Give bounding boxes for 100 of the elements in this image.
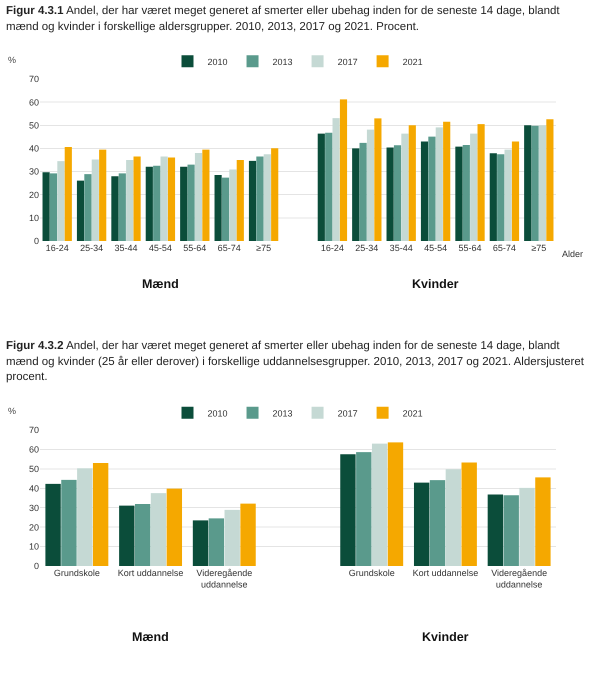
bar xyxy=(64,147,72,242)
y-tick-label: 60 xyxy=(28,97,39,108)
legend-label: 2021 xyxy=(402,408,423,418)
bar xyxy=(436,127,443,242)
x-tick-label: 35-44 xyxy=(114,243,138,254)
legend-label: 2021 xyxy=(402,56,423,67)
y-tick-label: 30 xyxy=(28,502,39,512)
bar xyxy=(497,154,504,242)
bar xyxy=(394,145,402,242)
y-tick-label: 70 xyxy=(28,424,39,435)
bar xyxy=(99,150,106,242)
bar xyxy=(188,164,195,242)
x-tick-label: Kort uddannelse xyxy=(118,568,184,578)
bar xyxy=(462,462,477,566)
bar xyxy=(166,488,182,566)
bar xyxy=(194,153,202,242)
text: Kvinder xyxy=(412,277,459,292)
bar xyxy=(512,142,520,242)
y-tick-label: 0 xyxy=(34,236,39,246)
bar xyxy=(84,174,92,242)
legend-label: 2010 xyxy=(208,408,228,418)
y-axis-title: % xyxy=(8,406,16,416)
bar xyxy=(256,156,264,242)
y-tick-label: 60 xyxy=(28,444,39,454)
bar xyxy=(401,134,408,242)
bar xyxy=(240,503,256,566)
bar xyxy=(446,468,462,566)
y-tick-label: 40 xyxy=(28,483,39,494)
x-tick-label: Videregående uddannelse xyxy=(491,568,548,590)
x-tick-label: 65-74 xyxy=(492,243,516,254)
bar xyxy=(92,160,99,242)
bar xyxy=(77,468,92,566)
bar xyxy=(504,494,519,566)
bar xyxy=(214,175,222,242)
bar xyxy=(248,160,256,242)
bar xyxy=(504,150,512,242)
bar xyxy=(356,452,372,566)
y-tick-label: 40 xyxy=(28,144,39,154)
x-axis-title: Alder xyxy=(562,249,584,260)
bar xyxy=(535,476,551,566)
bar xyxy=(50,173,58,242)
x-tick-label: Grundskole xyxy=(348,568,395,578)
x-tick-label: 25-34 xyxy=(80,243,104,254)
text: Mænd xyxy=(142,277,179,292)
text: Kvinder xyxy=(422,630,469,644)
x-tick-label: 55-64 xyxy=(183,243,206,254)
y-tick-label: 20 xyxy=(28,190,39,200)
x-tick-label: 45-54 xyxy=(148,243,172,254)
bar xyxy=(455,146,462,242)
bar xyxy=(208,518,224,566)
y-tick-label: 30 xyxy=(28,166,39,177)
bar xyxy=(229,170,236,242)
legend-label: 2017 xyxy=(338,408,358,418)
bar xyxy=(222,178,230,242)
y-tick-label: 10 xyxy=(28,213,39,224)
chart-title: Figur 4.3.1 Andel, der har været meget generet af smerter eller ubehag inden for de seneste 14 dage, blandt mænd og kvinder i forskellige aldersgrupper. 2010, 2013, 2017 og 2021. Procent. xyxy=(5,4,561,35)
bar xyxy=(420,142,428,242)
x-tick-label: Grundskole xyxy=(54,568,100,578)
bar xyxy=(366,130,374,242)
x-tick-label: 65-74 xyxy=(218,243,241,254)
bar xyxy=(352,148,360,242)
y-tick-label: 50 xyxy=(28,120,39,130)
bar xyxy=(168,157,176,242)
bar xyxy=(325,132,332,242)
bar xyxy=(332,118,340,242)
bar xyxy=(386,148,394,242)
y-axis-title: % xyxy=(8,55,16,66)
bar xyxy=(119,505,134,566)
bar xyxy=(134,504,150,566)
bar xyxy=(264,154,271,242)
y-tick-label: 20 xyxy=(28,522,39,532)
x-tick-label: 16-24 xyxy=(46,243,69,254)
bar xyxy=(45,483,61,566)
bar xyxy=(236,160,244,242)
bar xyxy=(146,166,153,242)
bar xyxy=(224,509,240,566)
x-tick-label: 55-64 xyxy=(458,243,482,254)
legend-label: 2013 xyxy=(272,56,293,67)
legend-label: 2013 xyxy=(272,408,293,418)
bar xyxy=(61,480,77,566)
x-tick-label: 35-44 xyxy=(390,243,413,254)
bar xyxy=(202,150,210,242)
x-tick-label: 16-24 xyxy=(320,243,344,254)
bar xyxy=(111,176,118,242)
bar xyxy=(478,124,485,242)
bar xyxy=(118,173,126,242)
bar xyxy=(192,520,208,566)
bar xyxy=(462,144,470,242)
bar xyxy=(443,122,450,242)
bar xyxy=(318,134,325,242)
text: Mænd xyxy=(132,630,169,644)
bar xyxy=(428,136,436,242)
x-tick-label: ≥75 xyxy=(256,243,272,254)
y-tick-label: 50 xyxy=(28,464,39,474)
legend-label: 2010 xyxy=(208,56,228,67)
bar xyxy=(414,482,430,566)
bar xyxy=(374,118,382,242)
bar xyxy=(408,125,416,242)
bar xyxy=(388,442,404,566)
bar xyxy=(271,148,278,242)
